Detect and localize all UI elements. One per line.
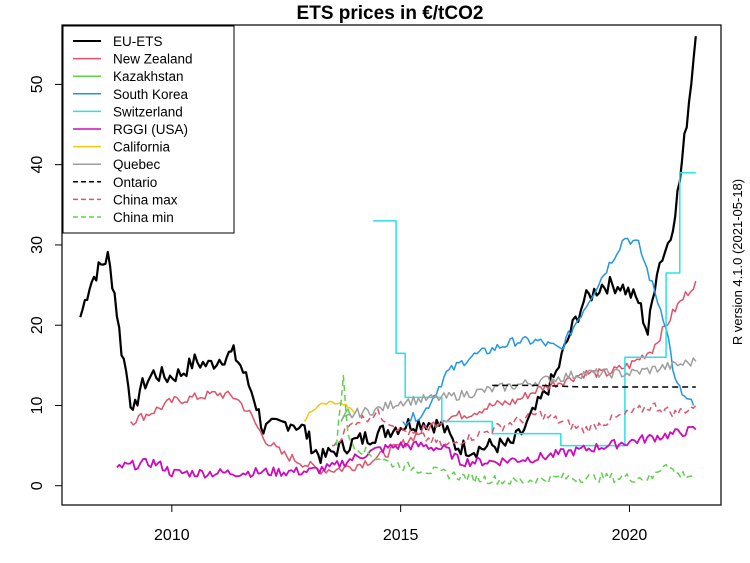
plot-frame — [61, 24, 722, 506]
series-line-california — [303, 400, 356, 422]
legend-label: China max — [113, 192, 178, 207]
plot-area — [61, 24, 722, 506]
series-line-eu-ets — [79, 36, 697, 464]
series-line-china-max — [331, 402, 697, 447]
legend-entries: EU-ETS New Zealand Kazakhstan South Korea Sw… — [73, 34, 193, 225]
y-tick-label: 50 — [29, 75, 46, 93]
legend-label: New Zealand — [113, 52, 193, 67]
series-line-rggi-usa — [116, 426, 697, 479]
legend-label: Kazakhstan — [113, 69, 184, 84]
r-version-note: R version 4.1.0 (2021-05-18) — [730, 179, 745, 345]
x-tick-label: 2015 — [383, 527, 419, 544]
series-line-south-korea — [402, 237, 695, 426]
legend-label: Switzerland — [113, 104, 183, 119]
legend: EU-ETS New Zealand Kazakhstan South Korea Sw… — [62, 25, 235, 234]
legend-label: Quebec — [113, 157, 161, 172]
legend-label: China min — [113, 210, 174, 225]
y-tick-label: 30 — [29, 236, 46, 254]
legend-label: RGGI (USA) — [113, 122, 188, 137]
series-layer — [79, 36, 697, 485]
y-tick-label: 20 — [29, 316, 46, 334]
series-line-new-zealand — [130, 280, 697, 475]
legend-label: California — [113, 140, 171, 155]
series-line-china-min — [335, 374, 696, 485]
y-axis: 0 10 20 30 40 50 — [29, 75, 62, 490]
chart-title: ETS prices in €/tCO2 — [297, 3, 484, 24]
y-tick-label: 0 — [29, 481, 46, 490]
x-tick-label: 2010 — [154, 527, 190, 544]
y-tick-label: 40 — [29, 156, 46, 174]
series-line-quebec — [340, 357, 697, 422]
legend-label: South Korea — [113, 87, 189, 102]
legend-label: Ontario — [113, 175, 157, 190]
legend-label: EU-ETS — [113, 34, 163, 49]
series-line-switzerland — [373, 171, 696, 447]
y-tick-label: 10 — [29, 396, 46, 414]
x-tick-label: 2020 — [612, 527, 648, 544]
series-line-ontario — [492, 384, 696, 388]
x-axis: 2010 2015 2020 — [154, 505, 647, 544]
